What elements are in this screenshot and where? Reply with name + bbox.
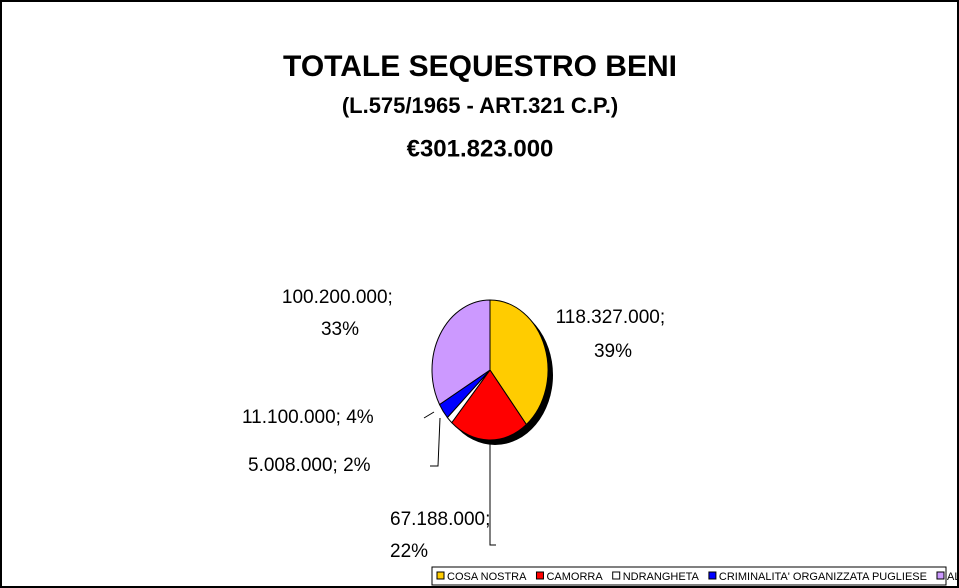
legend-swatch: [708, 571, 717, 580]
legend-label: CRIMINALITA' ORGANIZZATA PUGLIESE: [719, 571, 927, 583]
legend-label: CAMORRA: [546, 571, 603, 583]
data-label: 67.188.000; 22%: [390, 509, 496, 562]
data-label: 11.100.000; 4%: [242, 407, 374, 428]
legend-swatch: [936, 571, 945, 580]
chart-title: TOTALE SEQUESTRO BENI: [283, 50, 677, 83]
data-label: 5.008.000; 2%: [248, 455, 371, 476]
chart-total: €301.823.000: [407, 135, 554, 162]
legend-label: ALTRE ORGANIZZAZIONI CRIMINALI: [947, 571, 959, 583]
leader-line: [423, 411, 435, 419]
legend-label: COSA NOSTRA: [447, 571, 527, 583]
legend-box: [431, 566, 947, 586]
pie-slice: [489, 299, 549, 426]
data-label: 100.200.000; 33%: [282, 287, 398, 340]
leader-line: [430, 417, 441, 467]
chart-subtitle: (L.575/1965 - ART.321 C.P.): [342, 93, 618, 118]
legend-swatch: [436, 571, 445, 580]
legend-label: NDRANGHETA: [623, 571, 700, 583]
legend-swatch: [612, 571, 621, 580]
pie-slice: [451, 369, 528, 441]
leader-line: [489, 440, 496, 546]
pie-slice: [431, 299, 491, 406]
data-label: 118.327.000; 39%: [556, 307, 671, 362]
legend-swatch: [535, 571, 544, 580]
